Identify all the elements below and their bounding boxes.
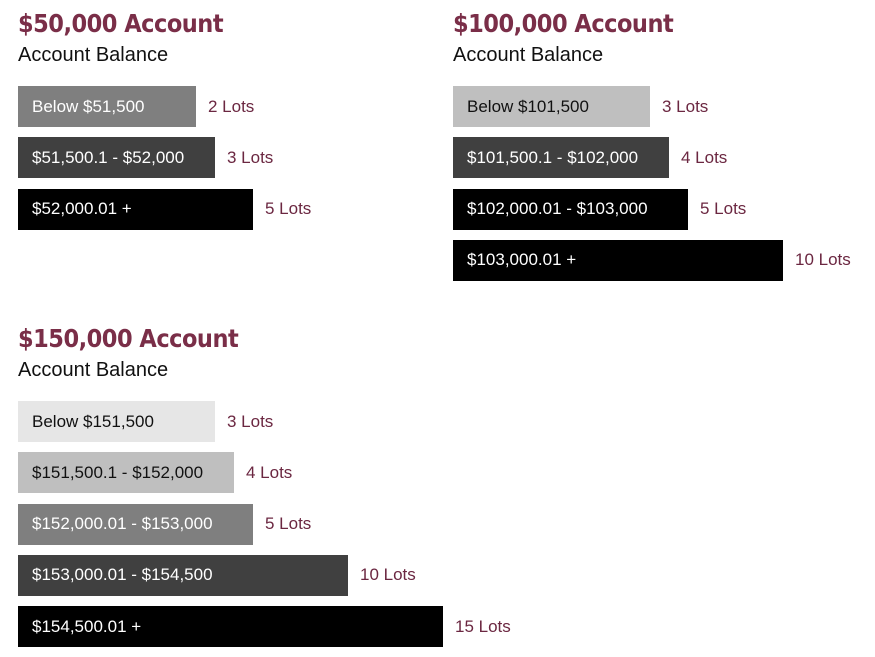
bar-value-label: 2 Lots <box>208 96 255 116</box>
bar-category-label: $152,000.01 - $153,000 <box>32 514 213 534</box>
chart-panel-50k: $50,000 Account Account Balance Below $5… <box>18 9 438 239</box>
bar-category-label: Below $101,500 <box>467 96 589 116</box>
bar: $103,000.01 + <box>453 239 783 281</box>
bar-category-label: $154,500.01 + <box>32 616 142 636</box>
bar: $152,000.01 - $153,000 <box>18 503 253 545</box>
bar: $51,500.1 - $52,000 <box>18 137 215 179</box>
bar: $151,500.1 - $152,000 <box>18 452 234 494</box>
bar-category-label: Below $151,500 <box>32 411 154 431</box>
bar: $154,500.01 + <box>18 606 443 648</box>
bar: $101,500.1 - $102,000 <box>453 137 669 179</box>
chart-title: $50,000 Account <box>18 9 224 38</box>
bar-value-label: 3 Lots <box>227 147 274 167</box>
bar-category-label: $153,000.01 - $154,500 <box>32 565 213 585</box>
chart-title: $150,000 Account <box>18 324 239 353</box>
chart-subtitle: Account Balance <box>453 44 604 66</box>
chart-subtitle: Account Balance <box>18 44 169 66</box>
chart-subtitle: Account Balance <box>18 359 169 381</box>
bar-value-label: 15 Lots <box>455 616 511 636</box>
bar-category-label: $151,500.1 - $152,000 <box>32 462 204 482</box>
bar: Below $151,500 <box>18 401 215 442</box>
bar-value-label: 10 Lots <box>360 565 416 585</box>
bar-value-label: 5 Lots <box>265 199 312 219</box>
bar: $153,000.01 - $154,500 <box>18 554 348 596</box>
bar-category-label: $51,500.1 - $52,000 <box>32 147 185 167</box>
chart-title: $100,000 Account <box>453 9 674 38</box>
bar-category-label: $101,500.1 - $102,000 <box>467 147 639 167</box>
bar-value-label: 3 Lots <box>662 96 709 116</box>
bar: Below $51,500 <box>18 86 196 127</box>
bar-category-label: $52,000.01 + <box>32 199 132 219</box>
bar-value-label: 3 Lots <box>227 411 274 431</box>
bar: $52,000.01 + <box>18 188 253 230</box>
bar: $102,000.01 - $103,000 <box>453 188 688 230</box>
bar-value-label: 4 Lots <box>681 147 728 167</box>
bar: Below $101,500 <box>453 86 650 127</box>
bar-value-label: 5 Lots <box>265 514 312 534</box>
bar-category-label: Below $51,500 <box>32 96 145 116</box>
bar-category-label: $103,000.01 + <box>467 250 577 270</box>
bar-value-label: 5 Lots <box>700 199 747 219</box>
chart-panel-100k: $100,000 Account Account Balance Below $… <box>453 9 873 289</box>
chart-panel-150k: $150,000 Account Account Balance Below $… <box>18 324 578 654</box>
bar-value-label: 4 Lots <box>246 462 293 482</box>
bar-category-label: $102,000.01 - $103,000 <box>467 199 648 219</box>
bar-value-label: 10 Lots <box>795 250 851 270</box>
